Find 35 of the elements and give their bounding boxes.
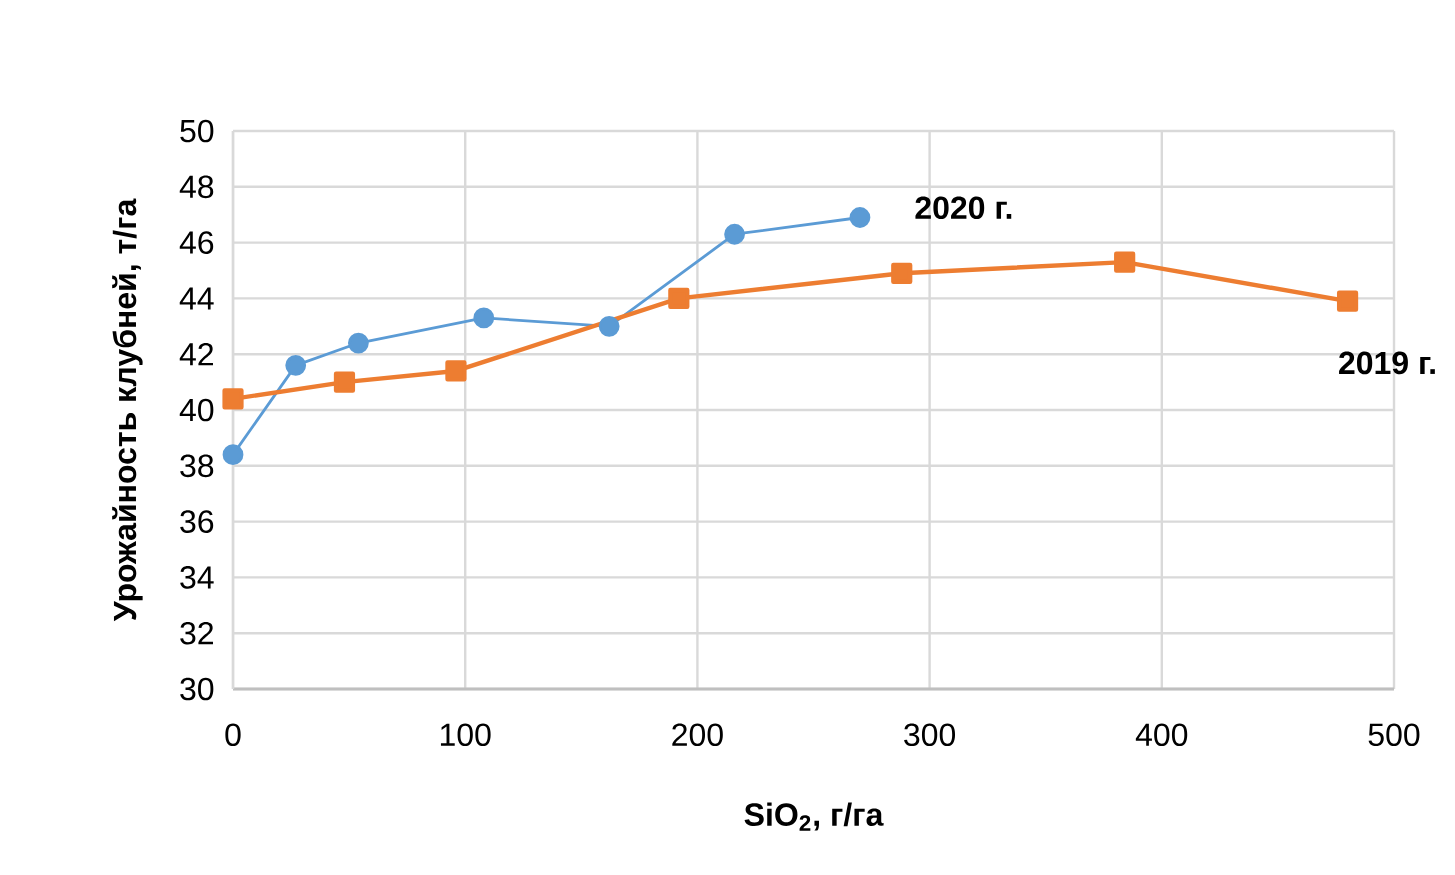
y-tick-label: 32 (180, 621, 213, 645)
series-label: 2019 г. (1339, 351, 1435, 375)
point (222, 388, 244, 410)
y-tick-label: 50 (180, 119, 214, 143)
point (724, 223, 745, 245)
point (1336, 290, 1359, 312)
point (1114, 251, 1136, 273)
point (849, 207, 871, 228)
x-tick-label: 100 (440, 723, 491, 747)
x-axis-title: SiO$_{2}$, г/га (744, 802, 884, 831)
y-tick-label: 44 (179, 287, 214, 310)
y-tick-label: 42 (179, 343, 213, 366)
point (445, 360, 467, 382)
point (473, 307, 495, 329)
y-tick-label: 38 (180, 454, 214, 478)
point (598, 315, 620, 337)
point (222, 444, 244, 466)
point (285, 354, 307, 376)
y-tick-label: 30 (180, 677, 214, 701)
y-axis-title: Урожайность клубней, т/га (112, 198, 143, 622)
y-tick-label: 34 (180, 566, 214, 589)
y-tick-label: 36 (180, 510, 214, 533)
x-tick-label: 400 (1135, 723, 1188, 747)
series-label: 2020 г. (915, 196, 1012, 220)
point (333, 371, 356, 393)
x-tick-label: 0 (225, 723, 241, 747)
y-tick-label: 40 (179, 398, 214, 422)
y-tick-label: 48 (179, 175, 214, 199)
x-tick-label: 300 (904, 723, 956, 747)
point (348, 332, 369, 354)
point (891, 262, 913, 284)
y-tick-label: 46 (179, 231, 214, 254)
point (668, 287, 690, 309)
x-tick-label: 200 (672, 723, 723, 747)
x-tick-label: 500 (1368, 723, 1420, 747)
